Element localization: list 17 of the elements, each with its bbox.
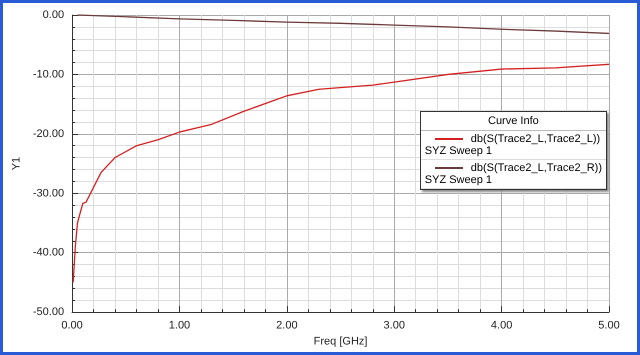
- x-tick-label: 1.00: [168, 320, 190, 332]
- legend-label: db(S(Trace2_L,Trace2_R)) SYZ Sweep 1: [424, 162, 602, 186]
- y-tick-label: -10.00: [32, 68, 64, 80]
- y-axis-title: Y1: [10, 156, 22, 170]
- x-tick-label: 5.00: [598, 320, 620, 332]
- legend-title: Curve Info: [420, 112, 606, 131]
- x-tick-label: 4.00: [490, 320, 512, 332]
- x-tick-label: 3.00: [384, 320, 405, 332]
- y-tick-label: -50.00: [32, 306, 64, 318]
- x-axis-title: Freq [GHz]: [314, 336, 368, 348]
- y-tick-label: -40.00: [32, 246, 64, 259]
- x-tick-label: 2.00: [276, 320, 298, 332]
- legend-label: db(S(Trace2_L,Trace2_L)) SYZ Sweep 1: [424, 133, 602, 157]
- y-tick-label: 0.00: [42, 9, 64, 21]
- y-tick-label: -30.00: [32, 187, 64, 200]
- y-tick-label: -20.00: [32, 128, 64, 140]
- x-tick-label: 0.00: [61, 320, 83, 332]
